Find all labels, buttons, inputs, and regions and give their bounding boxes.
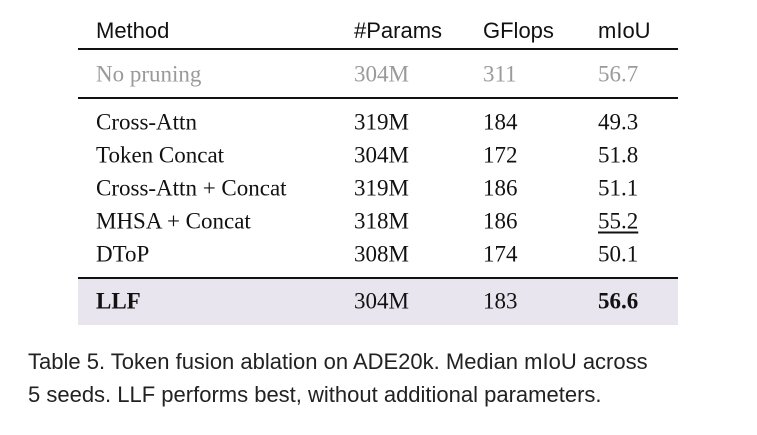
table-cell: 186 — [483, 208, 518, 234]
caption-line: 5 seeds. LLF performs best, without addi… — [28, 382, 602, 407]
table-cell: 184 — [483, 109, 518, 135]
table-cell: Token Concat — [96, 142, 225, 168]
header-rule — [78, 48, 678, 50]
table-cell: Cross-Attn + Concat — [96, 175, 287, 201]
table-cell: 304M — [354, 288, 409, 314]
table-cell: 183 — [483, 288, 518, 314]
table-cell: 304M — [354, 61, 409, 87]
table-cell: 174 — [483, 241, 518, 267]
table-cell: Method — [96, 18, 170, 43]
table-cell: DToP — [96, 241, 150, 267]
table-cell: 49.3 — [598, 109, 639, 135]
table-cell: 51.1 — [598, 175, 639, 201]
table-cell: 51.8 — [598, 142, 639, 168]
table-cell: LLF — [96, 288, 141, 314]
highlight-background — [78, 278, 678, 325]
table-cell: GFlops — [483, 18, 554, 43]
table-cell: 186 — [483, 175, 518, 201]
table-cell: 172 — [483, 142, 518, 168]
table-cell: 318M — [354, 208, 409, 234]
highlight-rule — [78, 277, 678, 279]
table-cell: mIoU — [598, 18, 651, 43]
table-cell: 308M — [354, 241, 409, 267]
table-cell: 319M — [354, 175, 409, 201]
table-cell: 56.6 — [598, 288, 639, 314]
table-cell: 311 — [483, 61, 517, 87]
caption-line: Table 5. Token fusion ablation on ADE20k… — [28, 349, 648, 374]
table-cell: MHSA + Concat — [96, 208, 251, 234]
table-cell: No pruning — [96, 61, 202, 87]
table-cell: 55.2 — [598, 208, 639, 234]
table-cell: 304M — [354, 142, 409, 168]
table-cell: 50.1 — [598, 241, 639, 267]
table-cell: 319M — [354, 109, 409, 135]
baseline-rule — [78, 97, 678, 99]
table-cell: Cross-Attn — [96, 109, 197, 135]
table-cell: 56.7 — [598, 61, 639, 87]
table-cell: #Params — [354, 18, 443, 43]
